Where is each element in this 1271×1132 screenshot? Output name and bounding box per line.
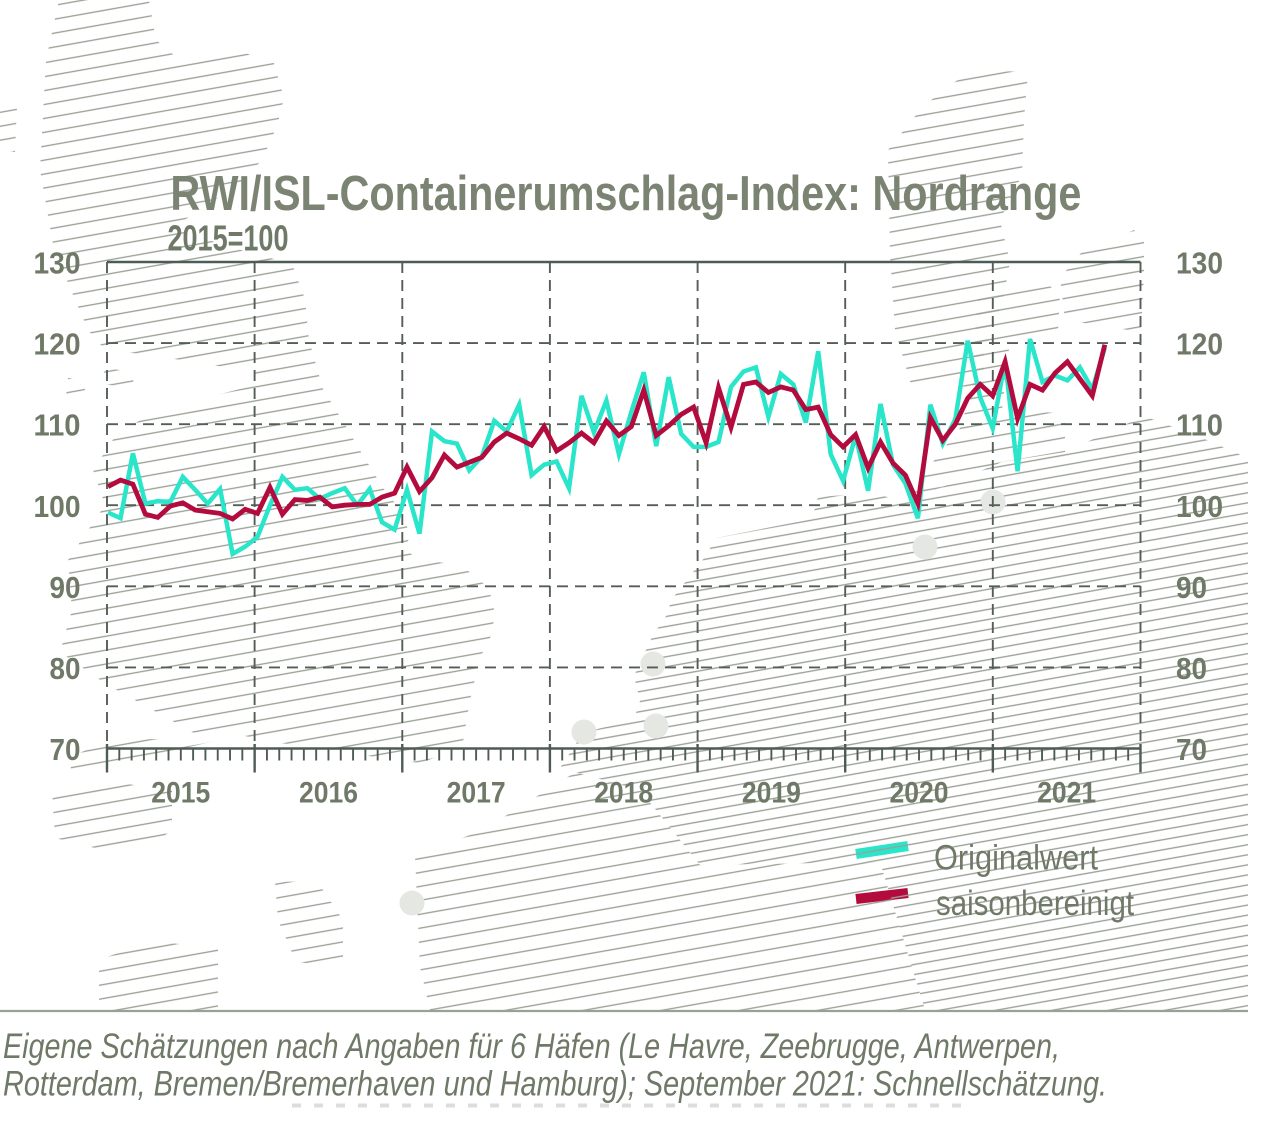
svg-text:Rotterdam, Bremen/Bremerhaven: Rotterdam, Bremen/Bremerhaven und Hambur… bbox=[3, 1065, 1107, 1104]
svg-text:120: 120 bbox=[34, 327, 81, 362]
svg-text:90: 90 bbox=[50, 570, 81, 605]
svg-text:saisonbereinigt: saisonbereinigt bbox=[936, 884, 1134, 923]
svg-text:2017: 2017 bbox=[447, 777, 506, 810]
svg-text:2021: 2021 bbox=[1037, 777, 1096, 810]
svg-text:2019: 2019 bbox=[742, 777, 801, 810]
svg-text:80: 80 bbox=[50, 651, 81, 686]
svg-text:2015: 2015 bbox=[151, 777, 210, 810]
svg-text:130: 130 bbox=[34, 246, 81, 281]
svg-text:2015=100: 2015=100 bbox=[168, 218, 289, 259]
svg-text:90: 90 bbox=[1176, 570, 1207, 605]
svg-text:100: 100 bbox=[34, 489, 81, 524]
svg-text:Originalwert: Originalwert bbox=[934, 839, 1098, 878]
svg-text:RWI/ISL-Containerumschlag-Inde: RWI/ISL-Containerumschlag-Index: Nordran… bbox=[170, 167, 1081, 221]
svg-text:2018: 2018 bbox=[594, 777, 653, 810]
svg-text:Eigene Schätzungen nach Angabe: Eigene Schätzungen nach Angaben für 6 Hä… bbox=[3, 1027, 1060, 1066]
svg-text:110: 110 bbox=[1176, 408, 1223, 443]
svg-text:2016: 2016 bbox=[299, 777, 358, 810]
svg-text:120: 120 bbox=[1176, 327, 1223, 362]
svg-text:70: 70 bbox=[50, 732, 81, 767]
svg-text:70: 70 bbox=[1176, 732, 1207, 767]
svg-text:80: 80 bbox=[1176, 651, 1207, 686]
svg-text:110: 110 bbox=[34, 408, 81, 443]
svg-text:2020: 2020 bbox=[890, 777, 949, 810]
svg-text:100: 100 bbox=[1176, 489, 1223, 524]
svg-text:130: 130 bbox=[1176, 246, 1223, 281]
